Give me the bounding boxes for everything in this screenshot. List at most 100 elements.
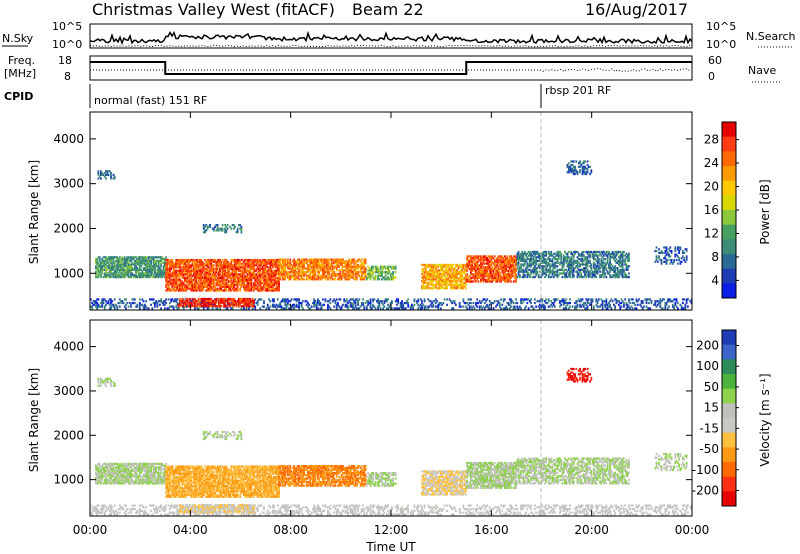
power-cell <box>123 274 126 277</box>
power-cell <box>175 262 178 265</box>
power-cell <box>181 269 184 272</box>
power-cell <box>115 256 117 259</box>
power-cell <box>160 268 163 271</box>
power-cell <box>141 270 144 273</box>
power-cell <box>587 301 590 305</box>
power-cell <box>138 256 141 259</box>
power-cell <box>177 269 180 272</box>
power-cell <box>251 307 254 310</box>
power-cell <box>674 298 677 301</box>
power-cell <box>127 305 130 308</box>
power-cell <box>180 287 183 290</box>
power-cell <box>592 307 595 310</box>
power-cell <box>140 274 142 277</box>
power-cell <box>357 303 359 306</box>
power-cell <box>177 273 180 276</box>
power-cell <box>161 275 164 279</box>
power-cell <box>630 305 633 308</box>
power-cell <box>298 307 300 310</box>
power-cell <box>128 266 131 270</box>
power-cell <box>304 300 307 303</box>
power-cell <box>352 298 354 301</box>
power-cell <box>477 280 480 283</box>
power-cell <box>108 265 111 268</box>
power-cell <box>141 263 144 266</box>
power-cell <box>631 298 634 301</box>
cpid-label: CPID <box>4 90 33 103</box>
power-cell <box>171 278 174 281</box>
power-cell <box>182 267 185 271</box>
power-cell <box>128 256 131 259</box>
power-cell <box>102 300 105 303</box>
power-cell <box>185 273 188 276</box>
power-cell <box>575 305 578 308</box>
power-cell <box>202 307 205 310</box>
power-cell <box>284 303 287 306</box>
power-cell <box>152 263 155 266</box>
power-cell <box>155 300 158 303</box>
power-cell <box>666 307 669 310</box>
power-cell <box>163 266 166 270</box>
power-cell <box>535 305 538 308</box>
power-cell <box>169 280 171 283</box>
power-cell <box>106 265 109 268</box>
power-cell <box>653 303 655 306</box>
power-cell <box>496 303 499 306</box>
power-cell <box>476 305 479 308</box>
power-cell <box>436 305 438 308</box>
power-cell <box>345 305 348 308</box>
power-cell <box>167 275 170 278</box>
power-cell <box>96 301 99 305</box>
power-cell <box>98 268 101 271</box>
power-cell <box>185 287 188 290</box>
power-cell <box>135 256 137 259</box>
freq-label-line1: Freq. <box>8 54 35 67</box>
power-cell <box>118 261 121 264</box>
power-cell <box>523 298 526 301</box>
power-cell <box>382 307 385 310</box>
power-cell <box>439 301 442 305</box>
power-cell <box>174 275 176 278</box>
power-cell <box>567 301 570 305</box>
power-cell <box>107 263 110 266</box>
power-cell <box>184 267 186 271</box>
power-cell <box>506 255 509 258</box>
power-cell <box>163 268 166 271</box>
power-cell <box>138 274 141 277</box>
power-cell <box>283 307 285 310</box>
power-cell <box>378 278 381 281</box>
power-cell <box>170 273 173 276</box>
power-cell <box>137 263 140 266</box>
power-cell <box>552 301 555 305</box>
power-cell <box>684 303 687 306</box>
power-cell <box>175 266 178 269</box>
power-cell <box>271 300 274 303</box>
power-cell <box>171 262 174 265</box>
power-cell <box>117 263 120 266</box>
power-cell <box>515 298 517 301</box>
power-cell <box>625 303 628 306</box>
power-cell <box>138 305 141 308</box>
power-cell <box>462 298 465 301</box>
power-cell <box>417 303 420 306</box>
power-cell <box>145 268 147 271</box>
power-cell <box>132 258 135 261</box>
power-cell <box>170 284 173 287</box>
power-cell <box>161 261 164 264</box>
power-cell <box>590 298 593 301</box>
power-cell <box>396 298 398 301</box>
power-cell <box>147 259 150 263</box>
power-cell <box>141 274 144 277</box>
power-cell <box>108 268 111 271</box>
power-cell <box>659 300 662 303</box>
power-cell <box>576 300 579 303</box>
power-cell <box>131 266 134 270</box>
power-cell <box>281 300 284 303</box>
nsky-frame <box>89 23 693 49</box>
power-cell <box>123 263 126 266</box>
power-cell <box>630 298 633 301</box>
power-cell <box>184 287 186 290</box>
power-cell <box>565 305 568 308</box>
power-cell <box>357 300 359 303</box>
power-cell <box>145 274 147 277</box>
